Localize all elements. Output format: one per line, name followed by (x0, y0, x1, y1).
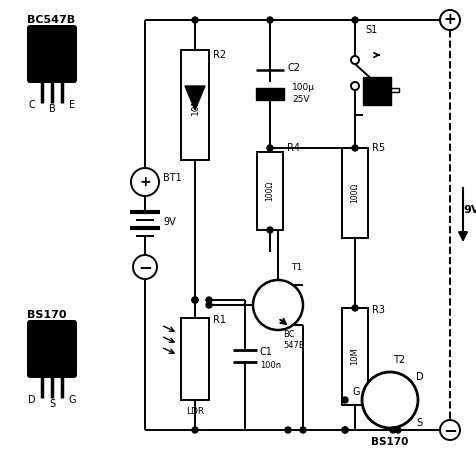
Polygon shape (185, 86, 205, 110)
Bar (390, 88, 398, 92)
Text: R1: R1 (213, 315, 226, 325)
Text: LDR: LDR (186, 408, 204, 416)
Circle shape (361, 372, 417, 428)
Text: BC547B: BC547B (27, 15, 75, 25)
Text: 9V: 9V (462, 205, 476, 215)
Text: B: B (49, 104, 55, 114)
Text: C1: C1 (259, 347, 272, 357)
Text: R3: R3 (371, 305, 384, 315)
Bar (362, 77, 390, 105)
Circle shape (192, 17, 198, 23)
Circle shape (351, 17, 357, 23)
Text: D: D (415, 372, 423, 382)
Circle shape (206, 302, 211, 308)
Text: D: D (28, 395, 36, 405)
Circle shape (299, 427, 306, 433)
Circle shape (192, 297, 198, 303)
Circle shape (351, 145, 357, 151)
Text: T2: T2 (392, 355, 404, 365)
Text: 100Ω: 100Ω (350, 183, 359, 203)
Text: S: S (49, 399, 55, 409)
Text: G: G (68, 395, 76, 405)
Text: +: + (139, 175, 150, 189)
Text: 10M: 10M (350, 347, 359, 365)
Circle shape (439, 10, 459, 30)
Bar (341, 308, 367, 405)
Text: R5: R5 (371, 143, 384, 153)
Bar (256, 88, 283, 100)
Circle shape (192, 297, 198, 303)
Circle shape (252, 280, 302, 330)
Text: −: − (442, 421, 456, 439)
Bar (257, 152, 282, 230)
Circle shape (394, 427, 400, 433)
Circle shape (192, 427, 198, 433)
Bar (341, 148, 367, 238)
Circle shape (341, 427, 347, 433)
Text: BS170: BS170 (27, 310, 66, 320)
Text: 25V: 25V (291, 96, 309, 105)
Text: −: − (138, 258, 152, 276)
Circle shape (341, 397, 347, 403)
Bar (180, 318, 208, 400)
Text: T1: T1 (290, 263, 301, 273)
Text: R2: R2 (213, 50, 226, 60)
Text: BC
547B: BC 547B (282, 330, 304, 350)
Circle shape (133, 255, 157, 279)
Text: 100Ω: 100Ω (265, 181, 274, 201)
Text: E: E (69, 100, 75, 110)
Text: +: + (443, 12, 456, 27)
Circle shape (341, 427, 347, 433)
Circle shape (284, 427, 290, 433)
Text: C: C (29, 100, 35, 110)
FancyBboxPatch shape (27, 25, 77, 83)
Text: S1: S1 (364, 25, 377, 35)
Circle shape (267, 145, 272, 151)
Circle shape (267, 17, 272, 23)
Text: R4: R4 (287, 143, 299, 153)
Bar (180, 50, 208, 160)
Circle shape (350, 56, 358, 64)
Circle shape (206, 297, 211, 303)
Text: BS170: BS170 (370, 437, 408, 447)
Circle shape (131, 168, 159, 196)
Text: S: S (415, 418, 421, 428)
Circle shape (439, 420, 459, 440)
Circle shape (350, 82, 358, 90)
Text: 9V: 9V (163, 217, 175, 227)
Text: 100n: 100n (259, 362, 280, 370)
FancyBboxPatch shape (27, 320, 77, 378)
Text: G: G (352, 387, 359, 397)
Text: C2: C2 (288, 63, 300, 73)
Circle shape (389, 427, 395, 433)
Circle shape (351, 305, 357, 311)
Text: BT1: BT1 (163, 173, 181, 183)
Text: 100μ: 100μ (291, 84, 314, 92)
Text: 10M: 10M (190, 96, 199, 115)
Circle shape (267, 227, 272, 233)
